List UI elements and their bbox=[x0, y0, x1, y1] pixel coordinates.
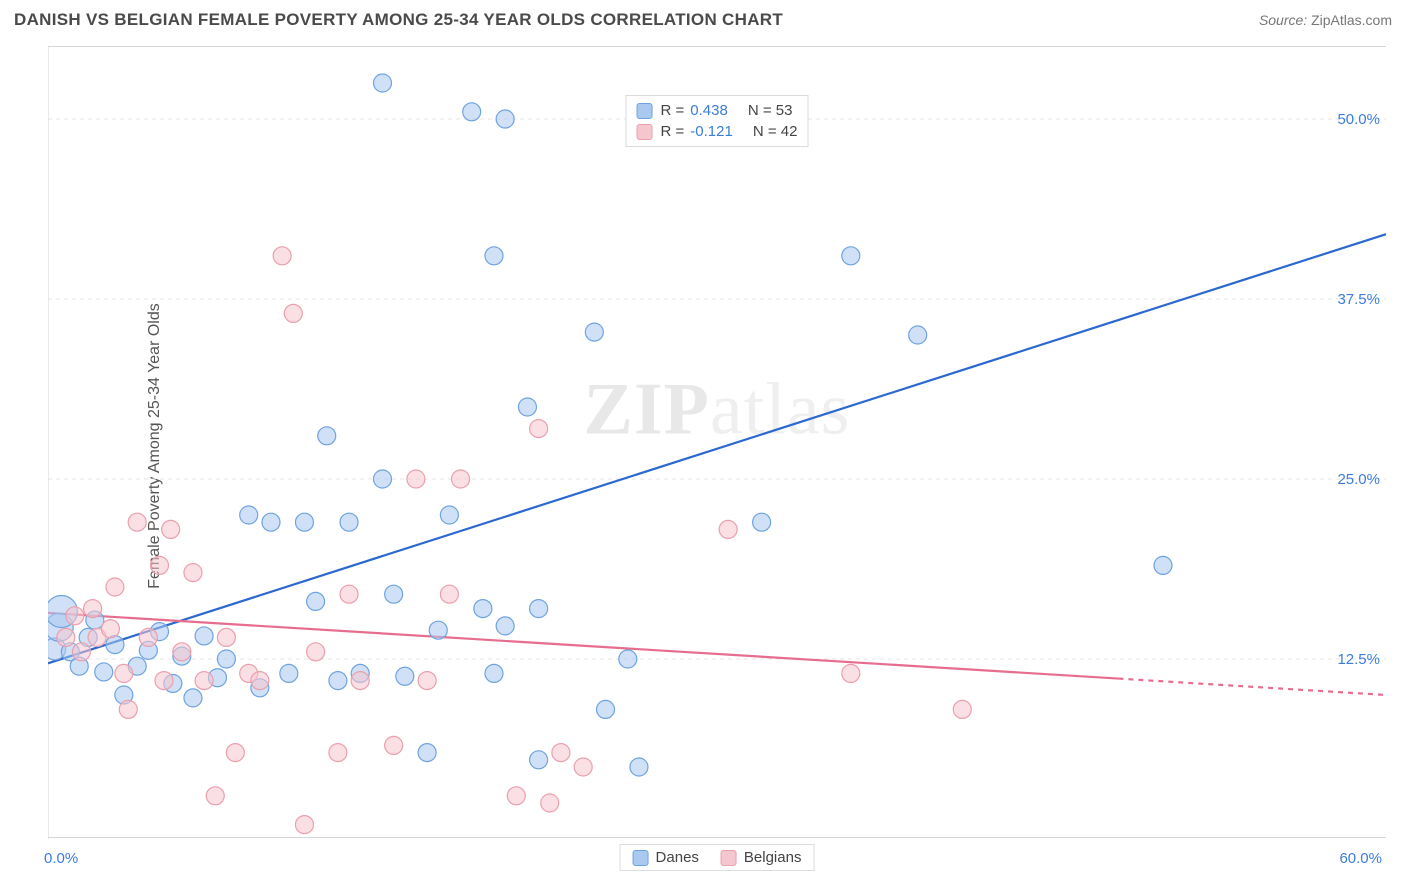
x-axis-origin-label: 0.0% bbox=[44, 850, 78, 867]
n-value-belgians: 42 bbox=[781, 123, 798, 140]
r-label-danes: R = bbox=[661, 102, 685, 119]
n-label-danes: N = bbox=[748, 102, 772, 119]
svg-text:50.0%: 50.0% bbox=[1337, 111, 1380, 128]
r-value-danes: 0.438 bbox=[690, 102, 728, 119]
plot-area: ZIPatlas 12.5%25.0%37.5%50.0% R = 0.438 … bbox=[48, 46, 1386, 838]
legend-row-danes: R = 0.438 N = 53 bbox=[637, 100, 798, 121]
series-legend: Danes Belgians bbox=[620, 844, 815, 871]
legend-label-danes: Danes bbox=[656, 849, 699, 866]
chart-title: DANISH VS BELGIAN FEMALE POVERTY AMONG 2… bbox=[14, 10, 783, 30]
n-value-danes: 53 bbox=[776, 102, 793, 119]
chart-container: DANISH VS BELGIAN FEMALE POVERTY AMONG 2… bbox=[0, 0, 1406, 892]
legend-label-belgians: Belgians bbox=[744, 849, 802, 866]
svg-text:25.0%: 25.0% bbox=[1337, 471, 1380, 488]
svg-text:12.5%: 12.5% bbox=[1337, 651, 1380, 668]
x-axis-max-label: 60.0% bbox=[1339, 850, 1382, 867]
legend-item-danes: Danes bbox=[633, 849, 699, 866]
r-label-belgians: R = bbox=[661, 123, 685, 140]
swatch-danes-bottom bbox=[633, 850, 649, 866]
source-citation: Source: ZipAtlas.com bbox=[1259, 12, 1392, 28]
swatch-danes bbox=[637, 103, 653, 119]
r-value-belgians: -0.121 bbox=[690, 123, 733, 140]
swatch-belgians-bottom bbox=[721, 850, 737, 866]
header: DANISH VS BELGIAN FEMALE POVERTY AMONG 2… bbox=[14, 10, 1392, 30]
source-name: ZipAtlas.com bbox=[1311, 12, 1392, 28]
source-label: Source: bbox=[1259, 12, 1307, 28]
correlation-legend: R = 0.438 N = 53 R = -0.121 N = 42 bbox=[626, 95, 809, 147]
legend-row-belgians: R = -0.121 N = 42 bbox=[637, 121, 798, 142]
n-label-belgians: N = bbox=[753, 123, 777, 140]
scatter-svg: 12.5% 25.0% 37.5% 50.0% bbox=[48, 47, 1386, 839]
legend-item-belgians: Belgians bbox=[721, 849, 802, 866]
svg-text:37.5%: 37.5% bbox=[1337, 291, 1380, 308]
swatch-belgians bbox=[637, 124, 653, 140]
